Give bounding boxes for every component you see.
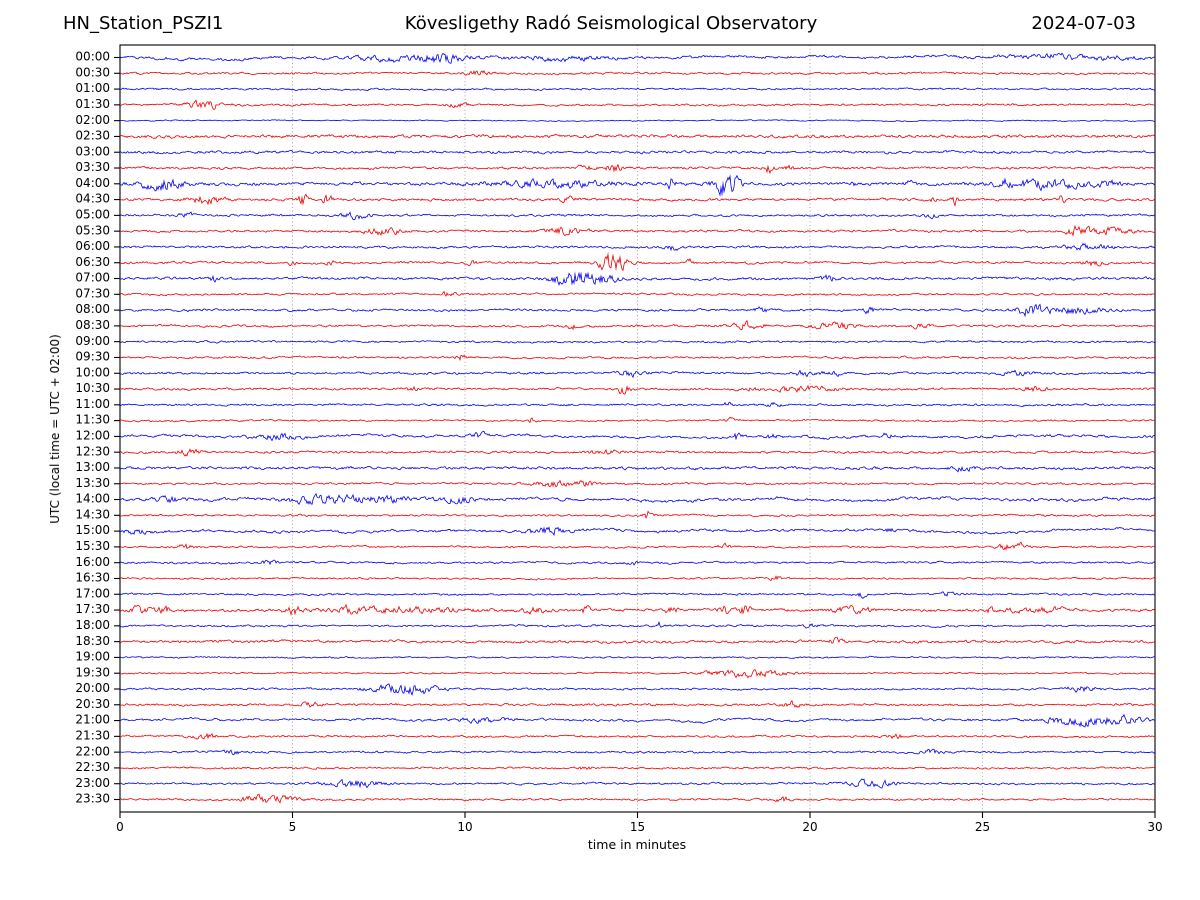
y-axis-label: UTC (local time = UTC + 02:00) [48, 334, 62, 524]
station-title: HN_Station_PSZI1 [63, 13, 224, 34]
date-title: 2024-07-03 [1031, 13, 1136, 34]
x-axis-label: time in minutes [587, 837, 687, 852]
observatory-title: Kövesligethy Radó Seismological Observat… [404, 13, 818, 34]
